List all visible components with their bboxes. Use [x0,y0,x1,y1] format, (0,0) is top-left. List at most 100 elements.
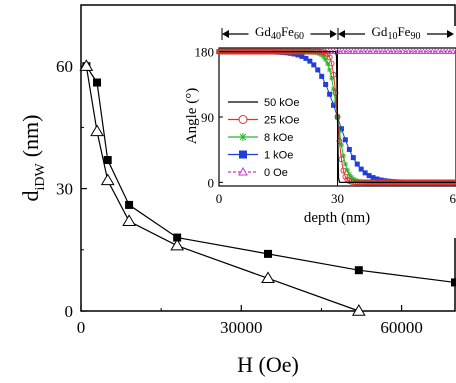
inset-point-triangle [337,48,344,54]
legend-label: 8 kOe [264,132,293,144]
data-point-square [173,233,182,242]
svg-text:diDW(nm): diDW (nm) [18,115,48,202]
y-axis-unit: (nm) [18,115,43,158]
region-label: Gd40Fe60 [255,24,304,42]
inset-point-circle [342,173,349,180]
region-label-subscript: 60 [294,31,304,42]
inset-point-triangle [411,48,418,54]
inset-point-star [327,67,333,73]
inset-point-square [366,173,372,179]
x-tick-label: 0 [77,318,86,337]
inset-point-circle [338,156,345,163]
inset-point-triangle [378,48,386,54]
legend-label: 25 kOe [264,115,299,127]
region-arrow-head-right [447,30,454,38]
data-point-triangle [79,59,94,71]
inset-point-circle [330,71,337,78]
inset-point-triangle [352,48,359,54]
inset-point-square [311,62,317,68]
inset-axis-ticks: 0 30 60 0 90 180 [195,45,456,206]
inset-point-triangle [346,48,353,54]
inset-point-square [362,170,368,176]
inset-point-triangle [435,48,442,54]
legend-marker-circle [238,115,248,124]
y-axis-subscript: iDW [33,162,48,190]
data-point-square [125,200,134,209]
inset-point-circle [336,138,343,144]
inset-point-triangle [429,48,436,54]
inset-x-axis-label: depth (nm) [304,210,370,226]
region-label-text: Gd [372,24,388,39]
inset-x-tick-label: 60 [450,191,456,206]
inset-point-square [303,55,309,61]
main-x-axis-label: H (Oe) [237,352,299,377]
inset-point-triangle [417,48,424,54]
region-label-text: Fe [281,24,294,39]
x-tick-label: 60000 [380,318,423,337]
inset-point-square [327,91,333,97]
inset-point-triangle [414,48,421,54]
inset-point-triangle [334,48,341,54]
legend-marker-star [239,133,247,141]
inset-point-triangle [369,48,377,54]
inset-point-square [358,166,364,172]
inset-point-circle [332,90,339,96]
inset-point-triangle [361,48,368,54]
main-chart: 0 30000 60000 0 30 60 H (Oe) diDW (nm) [18,4,456,377]
inset-point-triangle [399,48,406,54]
y-tick-label: 60 [56,57,73,76]
x-tick-label: 30000 [220,318,263,337]
inset-point-triangle [343,48,350,54]
data-point-triangle [170,238,185,251]
inset-point-square [338,126,344,132]
inset-point-triangle [423,48,430,54]
inset-point-triangle [355,48,362,54]
data-point-triangle [100,173,115,186]
inset-point-square [374,176,380,182]
inset-background [203,26,456,238]
inset-point-star [321,54,327,60]
inset-point-triangle [358,48,365,54]
inset-point-triangle [420,48,427,54]
region-label: Gd10Fe90 [372,24,421,42]
y-axis-symbol: d [18,190,43,201]
inset-y-tick-label: 90 [201,110,214,125]
inset-point-star [323,57,329,63]
inset-point-triangle [408,48,415,54]
inset-point-triangle [432,48,439,54]
legend-label: 0 Oe [264,167,288,179]
inset-point-triangle [402,48,409,54]
inset-point-triangle [452,48,456,54]
legend-label: 50 kOe [264,97,299,109]
inset-point-triangle [381,48,388,54]
inset-point-triangle [372,48,380,54]
inset-point-triangle [393,48,400,54]
legend-marker-square [239,150,247,159]
inset-point-triangle [446,48,454,54]
data-point-triangle [351,304,366,316]
y-tick-label: 30 [56,180,73,199]
inset-point-star [344,167,350,173]
data-point-square [451,278,456,287]
inset-point-star [342,161,348,167]
inset-point-square [370,175,376,181]
inset-point-square [346,146,352,152]
inset-x-tick-label: 30 [331,191,344,206]
inset-point-star [346,171,352,177]
inset-point-triangle [340,48,347,54]
inset-y-axis-label: Angle (°) [184,88,200,144]
main-series-group [79,59,456,316]
data-point-square [93,78,102,87]
region-label-text: Gd [255,24,271,39]
inset-point-triangle [384,48,391,54]
inset-y-tick-label: 0 [208,175,215,190]
inset-point-square [315,67,321,73]
inset-point-square [350,155,356,161]
data-point-square [354,266,363,275]
inset-region-labels: Gd40Fe60 Gd10Fe90 [221,22,454,42]
data-point-square [103,156,112,165]
inset-point-square [331,102,337,108]
inset-point-triangle [426,48,433,54]
main-y-axis-label: diDW (nm) [18,115,48,202]
